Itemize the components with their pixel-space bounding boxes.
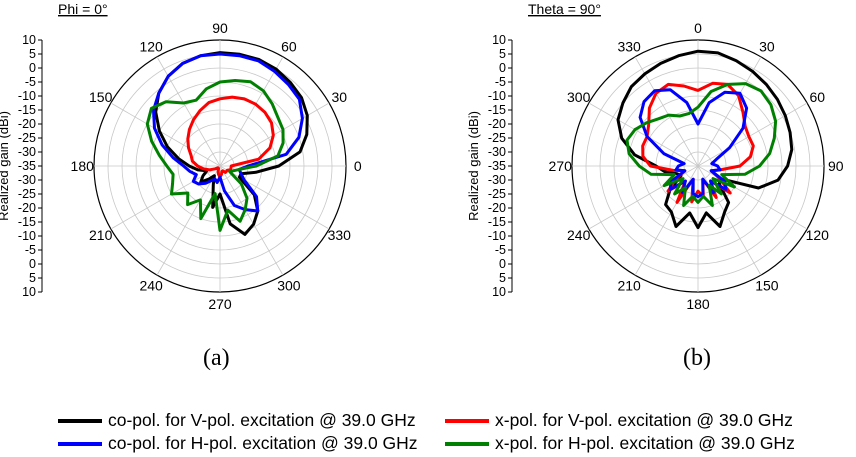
angle-tick-label: 120 [139, 39, 163, 55]
angle-tick-label: 90 [212, 20, 228, 36]
radial-axis-label: Realized gain (dBi) [0, 111, 11, 221]
legend-swatch-cross-v [445, 418, 489, 423]
radial-tick-label: -5 [25, 75, 36, 89]
legend-swatch-co-h [58, 441, 102, 446]
angle-tick-label: 90 [828, 158, 844, 174]
radial-tick-label: -30 [488, 145, 506, 159]
angle-tick-label: 270 [549, 158, 573, 174]
radial-tick-label: -5 [495, 75, 506, 89]
radial-tick-label: 0 [29, 257, 36, 271]
polar-grid-spoke [219, 165, 284, 276]
radial-tick-label: -25 [18, 131, 36, 145]
radial-tick-label: 5 [499, 47, 506, 61]
angle-tick-label: 330 [328, 227, 352, 243]
radial-tick-label: -25 [18, 187, 36, 201]
angle-tick-label: 300 [277, 277, 301, 293]
radial-tick-label: -30 [18, 173, 36, 187]
radial-tick-label: 10 [22, 33, 36, 47]
angle-tick-label: 180 [71, 158, 95, 174]
series-line-co-h [638, 88, 749, 199]
angle-tick-label: 150 [755, 277, 779, 293]
radial-tick-label: 10 [492, 285, 506, 299]
panel-label: Theta = 90° [528, 1, 601, 17]
radial-tick-label: 0 [499, 257, 506, 271]
series-line-cross-h [625, 82, 778, 207]
polar-grid-spoke [156, 165, 221, 276]
caption-a: (a) [203, 345, 230, 371]
radial-tick-label: -5 [25, 243, 36, 257]
legend-label-cross-v: x-pol. for V-pol. excitation @ 39.0 GHz [495, 410, 793, 430]
polar-grid-spoke [219, 56, 284, 167]
angle-tick-label: 240 [567, 227, 591, 243]
angle-tick-label: 240 [139, 277, 163, 293]
angle-tick-label: 30 [332, 89, 348, 105]
radial-tick-label: 10 [22, 285, 36, 299]
radial-tick-label: 5 [29, 271, 36, 285]
angle-tick-label: 0 [354, 158, 362, 174]
angle-tick-label: 30 [759, 39, 775, 55]
polar-plot-a: 03060901201501802102402703003301050-5-10… [0, 1, 362, 312]
angle-tick-label: 180 [686, 296, 710, 312]
radial-tick-label: -10 [488, 229, 506, 243]
series-line-cross-h [145, 79, 285, 232]
radial-tick-label: -30 [18, 145, 36, 159]
radial-tick-label: -5 [495, 243, 506, 257]
series-line-co-h [152, 52, 304, 213]
radial-tick-label: -35 [488, 159, 506, 173]
polar-plot-b: 03060901201501802102402703003301050-5-10… [466, 1, 844, 312]
panel-label: Phi = 0° [58, 1, 108, 17]
legend-swatch-cross-h [445, 441, 489, 446]
radial-tick-label: -25 [488, 187, 506, 201]
legend-label-co-v: co-pol. for V-pol. excitation @ 39.0 GHz [108, 410, 416, 430]
angle-tick-label: 60 [281, 39, 297, 55]
radial-tick-label: -15 [18, 215, 36, 229]
angle-tick-label: 60 [810, 89, 826, 105]
polar-grid-spoke [697, 56, 762, 167]
polar-grid-spoke [697, 102, 808, 167]
caption-b: (b) [683, 345, 711, 371]
polar-grid-spoke [588, 102, 699, 167]
legend-item-co-v: co-pol. for V-pol. excitation @ 39.0 GHz [58, 410, 416, 431]
radial-tick-label: -10 [488, 89, 506, 103]
series-line-cross-v [186, 95, 275, 179]
angle-tick-label: 270 [208, 296, 232, 312]
radial-tick-label: -20 [488, 117, 506, 131]
radial-tick-label: 10 [492, 33, 506, 47]
polar-grid-spoke [110, 102, 221, 167]
legend-item-cross-h: x-pol. for H-pol. excitation @ 39.0 GHz [445, 433, 795, 454]
angle-tick-label: 300 [567, 89, 591, 105]
radial-tick-label: 5 [499, 271, 506, 285]
radial-axis-label: Realized gain (dBi) [466, 111, 481, 221]
legend-label-cross-h: x-pol. for H-pol. excitation @ 39.0 GHz [495, 433, 795, 453]
angle-tick-label: 210 [617, 277, 641, 293]
angle-tick-label: 0 [694, 20, 702, 36]
radial-tick-label: -25 [488, 131, 506, 145]
radial-tick-label: -20 [18, 117, 36, 131]
series-line-co-v [154, 51, 309, 236]
radial-tick-label: -35 [18, 159, 36, 173]
angle-tick-label: 330 [617, 39, 641, 55]
radial-tick-label: -15 [488, 215, 506, 229]
legend-label-co-h: co-pol. for H-pol. excitation @ 39.0 GHz [108, 433, 418, 453]
radial-tick-label: -20 [18, 201, 36, 215]
polar-grid [93, 39, 347, 293]
radial-tick-label: 0 [29, 61, 36, 75]
radial-tick-label: -20 [488, 201, 506, 215]
radial-tick-label: -15 [18, 103, 36, 117]
radial-tick-label: -30 [488, 173, 506, 187]
legend-swatch-co-v [58, 418, 102, 423]
legend-item-cross-v: x-pol. for V-pol. excitation @ 39.0 GHz [445, 410, 793, 431]
radial-tick-label: 0 [499, 61, 506, 75]
angle-tick-label: 150 [89, 89, 113, 105]
angle-tick-label: 120 [806, 227, 830, 243]
series-line-co-v [616, 49, 794, 230]
radial-tick-label: -10 [18, 229, 36, 243]
radial-tick-label: 5 [29, 47, 36, 61]
legend-item-co-h: co-pol. for H-pol. excitation @ 39.0 GHz [58, 433, 418, 454]
radial-tick-label: -15 [488, 103, 506, 117]
angle-tick-label: 210 [89, 227, 113, 243]
radial-tick-label: -10 [18, 89, 36, 103]
